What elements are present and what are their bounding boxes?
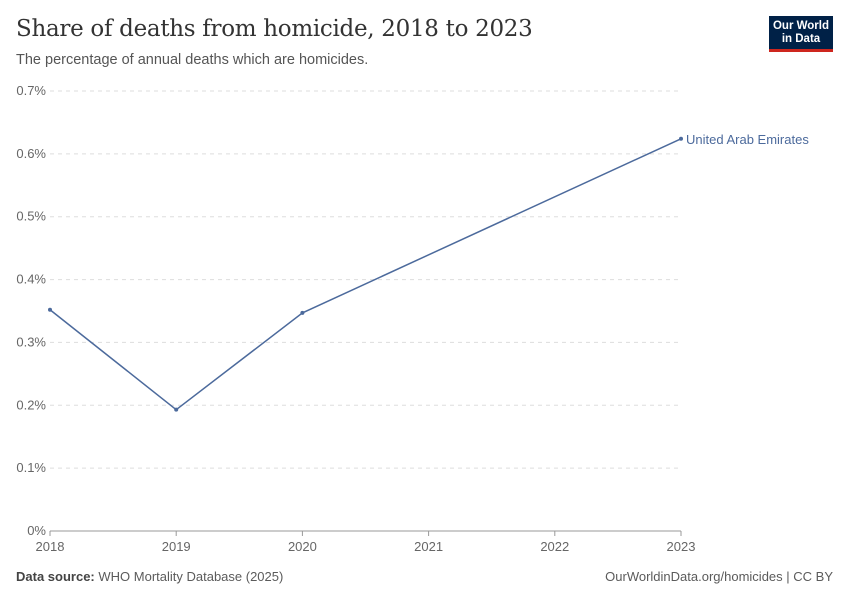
data-point bbox=[300, 310, 305, 315]
x-tick-label: 2020 bbox=[288, 539, 317, 554]
series-line bbox=[49, 138, 682, 411]
y-tick-label: 0.5% bbox=[16, 209, 46, 224]
x-tick-label: 2023 bbox=[667, 539, 696, 554]
x-tick-label: 2022 bbox=[540, 539, 569, 554]
footer-link[interactable]: OurWorldinData.org/homicides | CC BY bbox=[605, 569, 833, 584]
data-point bbox=[679, 136, 683, 141]
x-tick-label: 2019 bbox=[162, 539, 191, 554]
data-point bbox=[174, 407, 179, 412]
owid-logo[interactable]: Our World in Data bbox=[769, 16, 833, 52]
y-tick-label: 0% bbox=[27, 523, 46, 538]
y-tick-label: 0.3% bbox=[16, 334, 46, 349]
y-tick-label: 0.4% bbox=[16, 272, 46, 287]
source-label: Data source: bbox=[16, 569, 95, 584]
y-tick-label: 0.2% bbox=[16, 397, 46, 412]
series-label: United Arab Emirates bbox=[686, 132, 809, 147]
source-text: WHO Mortality Database (2025) bbox=[98, 569, 284, 584]
data-point bbox=[48, 307, 52, 312]
y-tick-label: 0.7% bbox=[16, 83, 46, 98]
y-tick-label: 0.1% bbox=[16, 460, 46, 475]
x-tick-label: 2018 bbox=[36, 539, 65, 554]
chart-subtitle: The percentage of annual deaths which ar… bbox=[16, 52, 369, 68]
y-tick-label: 0.6% bbox=[16, 146, 46, 161]
data-source: Data source: WHO Mortality Database (202… bbox=[16, 569, 283, 584]
chart-title: Share of deaths from homicide, 2018 to 2… bbox=[16, 16, 533, 42]
x-tick-label: 2021 bbox=[414, 539, 443, 554]
